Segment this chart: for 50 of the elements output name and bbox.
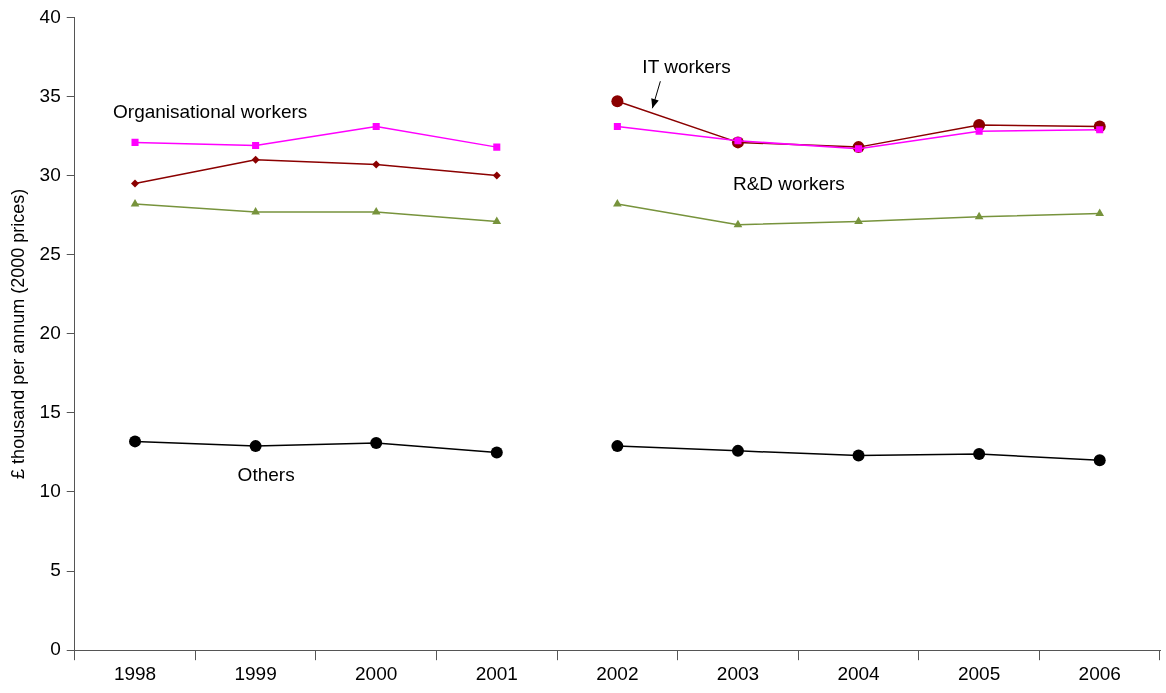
point bbox=[611, 440, 624, 453]
x-tick-label: 2001 bbox=[475, 662, 518, 684]
point bbox=[973, 448, 986, 461]
point bbox=[613, 199, 622, 207]
x-tick-label: 1998 bbox=[113, 662, 157, 684]
series-label: Organisational workers bbox=[113, 100, 308, 122]
point bbox=[611, 95, 624, 108]
point bbox=[372, 160, 381, 169]
y-tick-label: 35 bbox=[39, 84, 61, 106]
point bbox=[975, 127, 983, 135]
y-tick-label: 5 bbox=[50, 559, 61, 581]
point bbox=[372, 123, 380, 131]
point bbox=[493, 143, 501, 151]
y-tick-label: 20 bbox=[39, 322, 61, 344]
series-label: R&D workers bbox=[732, 172, 845, 194]
y-tick-label: 0 bbox=[50, 638, 61, 660]
point bbox=[252, 142, 260, 150]
point bbox=[613, 123, 621, 131]
x-tick-label: 2002 bbox=[596, 662, 639, 684]
y-axis-title: £ thousand per annum (2000 prices) bbox=[7, 188, 28, 479]
series-label: IT workers bbox=[642, 56, 731, 78]
point bbox=[1093, 454, 1106, 467]
point bbox=[490, 446, 503, 459]
point bbox=[129, 435, 142, 448]
point bbox=[974, 211, 984, 220]
y-tick-label: 25 bbox=[39, 242, 61, 264]
point bbox=[1095, 208, 1105, 217]
y-tick-label: 30 bbox=[39, 163, 61, 185]
series-label: Others bbox=[237, 464, 295, 486]
y-tick-label: 10 bbox=[39, 480, 61, 502]
x-tick-label: 2003 bbox=[716, 662, 760, 684]
point bbox=[492, 171, 501, 180]
point bbox=[251, 155, 260, 164]
y-tick-label: 40 bbox=[39, 5, 61, 27]
point bbox=[131, 138, 139, 146]
point bbox=[370, 436, 383, 449]
point bbox=[249, 440, 262, 453]
point bbox=[854, 216, 863, 224]
point bbox=[731, 444, 744, 457]
x-tick-label: 2000 bbox=[355, 662, 398, 684]
x-tick-label: 2004 bbox=[837, 662, 881, 684]
point bbox=[492, 216, 502, 224]
x-tick-label: 2006 bbox=[1078, 662, 1121, 684]
point bbox=[852, 449, 865, 462]
point bbox=[733, 219, 743, 228]
x-tick-label: 1999 bbox=[234, 662, 277, 684]
y-tick-label: 15 bbox=[39, 401, 61, 423]
point bbox=[130, 199, 140, 207]
point bbox=[131, 179, 140, 188]
x-tick-label: 2005 bbox=[957, 662, 1001, 684]
